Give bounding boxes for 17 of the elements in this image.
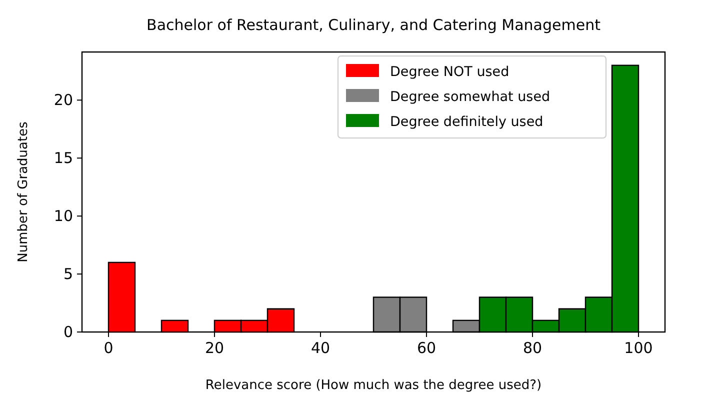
x-tick-label: 20 (204, 339, 224, 357)
legend-label: Degree definitely used (390, 114, 544, 130)
x-axis-title: Relevance score (How much was the degree used?) (205, 378, 542, 393)
x-tick-label: 60 (416, 339, 436, 357)
y-axis-title: Number of Graduates (16, 121, 31, 262)
chart-title: Bachelor of Restaurant, Culinary, and Catering Management (146, 16, 601, 34)
y-tick-label: 10 (54, 207, 73, 226)
y-tick-label: 0 (63, 323, 73, 341)
legend-label: Degree NOT used (390, 64, 510, 80)
x-tick-label: 0 (104, 339, 114, 357)
x-tick-label: 80 (522, 339, 542, 357)
y-tick-label: 5 (63, 265, 73, 284)
x-tick-label: 40 (310, 339, 330, 357)
y-tick-label: 20 (54, 91, 73, 110)
x-tick-label: 100 (624, 339, 653, 357)
y-tick-label: 15 (54, 149, 73, 168)
legend-label: Degree somewhat used (390, 89, 550, 105)
